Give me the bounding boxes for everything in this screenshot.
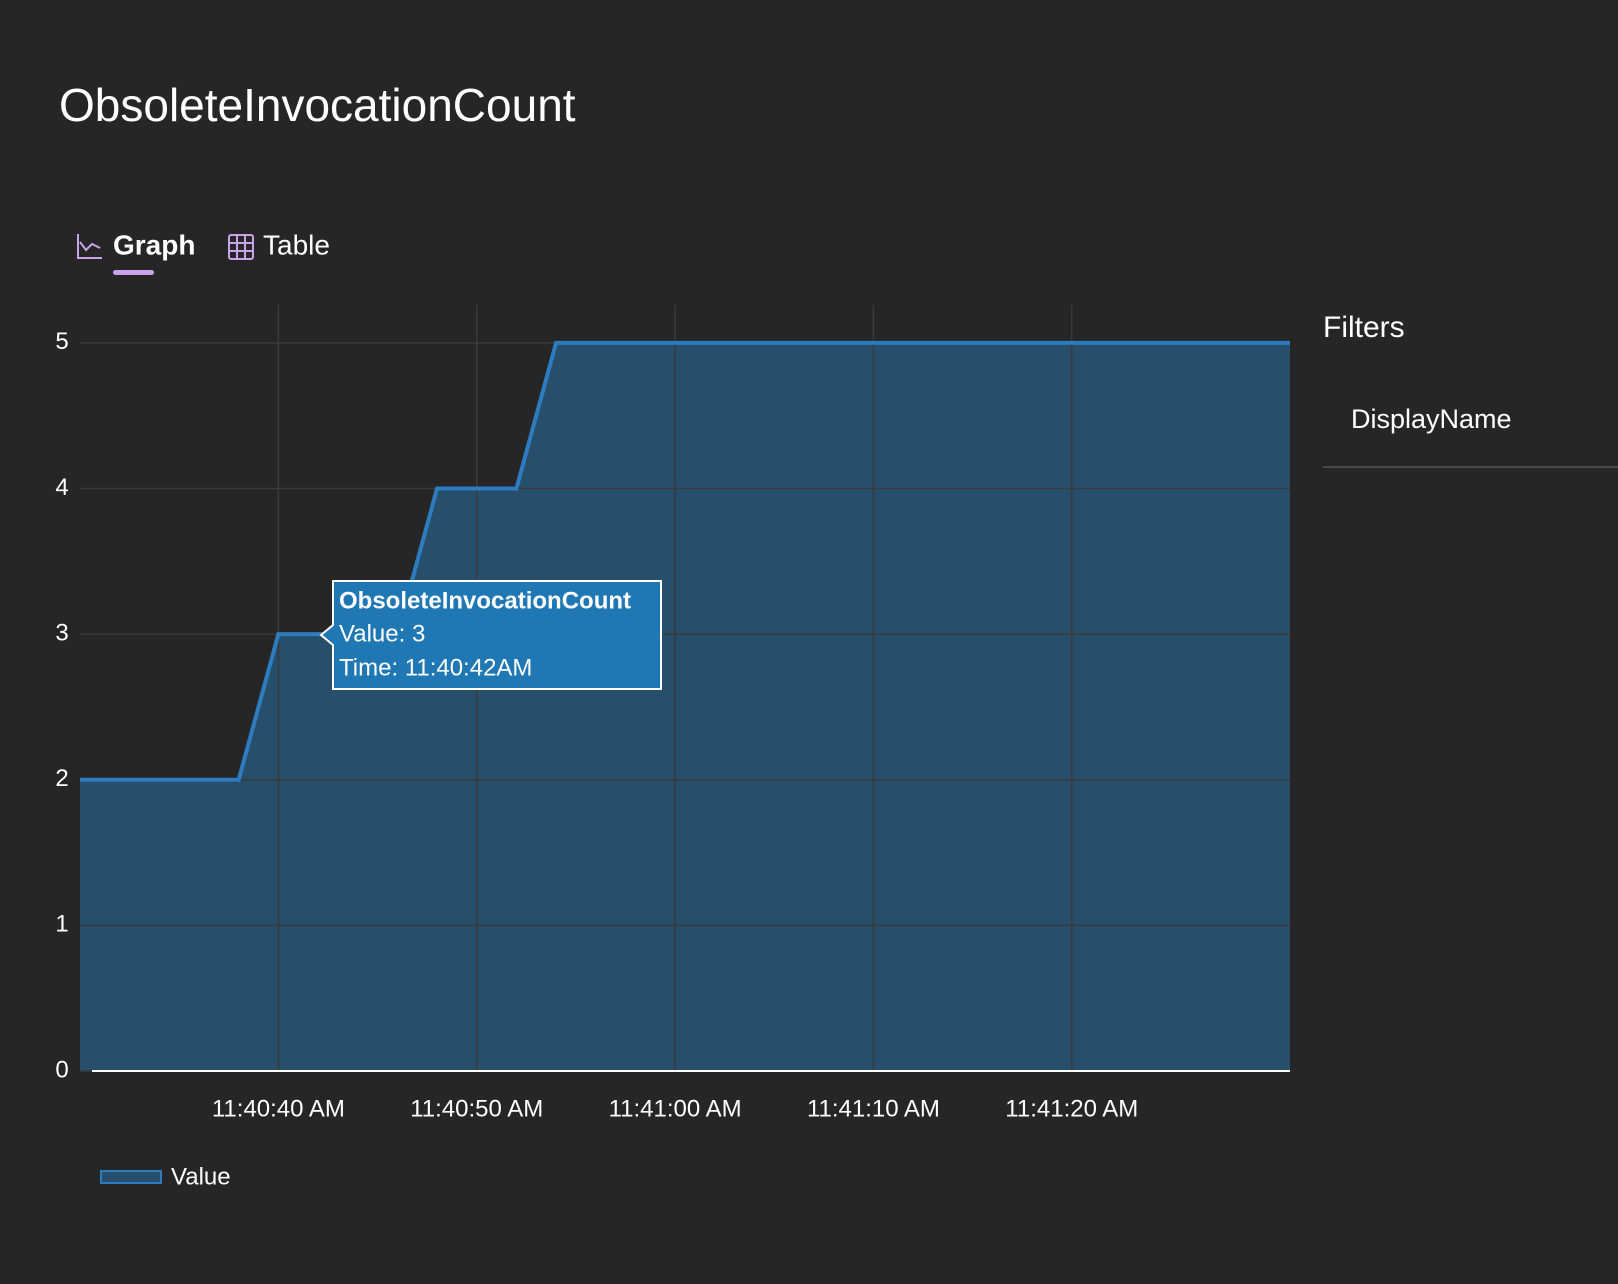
x-tick-label: 11:41:10 AM xyxy=(807,1095,940,1122)
y-tick-label: 1 xyxy=(55,911,68,938)
tooltip-line: Time: 11:40:42AM xyxy=(339,654,532,681)
tooltip-title: ObsoleteInvocationCount xyxy=(339,587,631,614)
legend-label: Value xyxy=(171,1163,231,1190)
tooltip: ObsoleteInvocationCount Value: 3 Time: 11:… xyxy=(319,580,662,690)
y-tick-label: 4 xyxy=(55,474,68,501)
filter-item[interactable]: DisplayName xyxy=(1351,404,1512,434)
tab[interactable]: Graph xyxy=(113,229,195,260)
y-tick-label: 3 xyxy=(55,619,68,646)
y-tick-label: 2 xyxy=(55,765,68,792)
filters-title: Filters xyxy=(1323,311,1405,344)
x-tick-label: 11:40:40 AM xyxy=(212,1095,345,1122)
page-title: ObsoleteInvocationCount xyxy=(59,79,576,131)
x-tick-label: 11:41:20 AM xyxy=(1005,1095,1138,1122)
table-icon xyxy=(228,234,254,260)
legend-swatch xyxy=(100,1170,162,1184)
tab-indicator xyxy=(113,270,154,275)
tooltip-box xyxy=(319,580,662,690)
x-tick-label: 11:41:00 AM xyxy=(609,1095,742,1122)
area xyxy=(80,342,1290,1071)
plot: 0 1 2 3 4 5 11:40:40 AM 11:40:50 AM 11:41:00 AM 1… xyxy=(55,305,1290,1190)
x-tick-label: 11:40:50 AM xyxy=(410,1095,543,1122)
tooltip-line: Value: 3 xyxy=(339,620,425,647)
graph-icon xyxy=(77,234,102,259)
y-tick-label: 0 xyxy=(55,1056,68,1083)
tab[interactable]: Table xyxy=(263,229,330,260)
y-tick-label: 5 xyxy=(55,328,68,355)
